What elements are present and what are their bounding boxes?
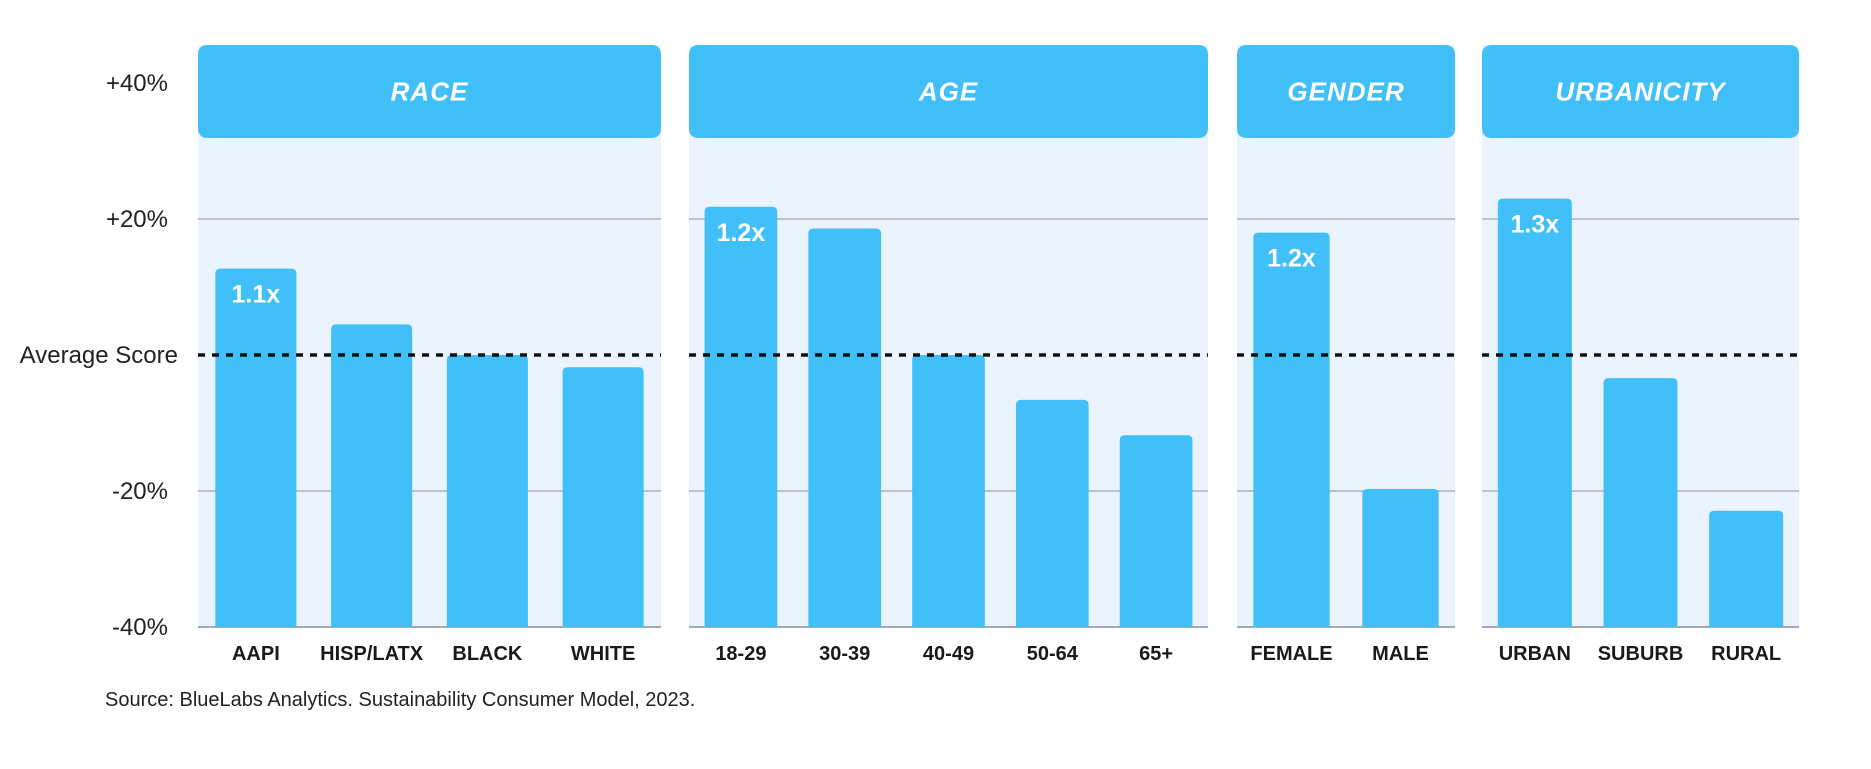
x-tick-label: URBAN xyxy=(1499,643,1571,665)
y-tick-label: -20% xyxy=(112,478,168,505)
header-corner xyxy=(198,128,208,138)
panel-headers: RACE AGE GENDER URBANICITY xyxy=(198,45,1799,138)
bar xyxy=(446,355,528,627)
bar xyxy=(1015,399,1089,627)
bar xyxy=(808,228,882,627)
bar xyxy=(215,268,297,627)
y-tick-label: +40% xyxy=(106,70,168,97)
x-tick-label: BLACK xyxy=(452,643,523,665)
header-corner xyxy=(689,128,699,138)
panel-title-gender: GENDER xyxy=(1287,77,1404,107)
y-tick-label: -40% xyxy=(112,614,168,641)
x-tick-labels: AAPI HISP/LATX BLACK WHITE 18-29 30-39 40-49 50… xyxy=(232,643,1781,665)
y-tick-label: +20% xyxy=(106,206,168,233)
bar xyxy=(1603,378,1678,627)
bar xyxy=(1253,232,1330,627)
y-tick-labels: +40% +20% Average Score -20% -40% xyxy=(20,70,178,641)
bars xyxy=(215,198,1784,627)
panel-title-urbanicity: URBANICITY xyxy=(1555,77,1727,107)
x-tick-label: 30-39 xyxy=(819,643,870,665)
header-corner xyxy=(1445,128,1455,138)
panel-title-age: AGE xyxy=(918,77,978,107)
data-label: 1.2x xyxy=(1267,245,1316,273)
panel-header-gender xyxy=(1237,45,1455,138)
data-label: 1.3x xyxy=(1510,211,1559,239)
data-label: 1.1x xyxy=(232,281,281,309)
panel-title-race: RACE xyxy=(391,77,469,107)
panel-header-urbanicity xyxy=(1482,45,1799,138)
data-label: 1.2x xyxy=(717,219,766,247)
panel-header-age xyxy=(689,45,1208,138)
header-corner xyxy=(1237,128,1247,138)
header-corner xyxy=(1482,128,1492,138)
bar xyxy=(1119,435,1193,627)
x-tick-label: 18-29 xyxy=(715,643,766,665)
data-labels: 1.1x 1.2x 1.2x 1.3x xyxy=(232,211,1560,309)
x-tick-label: 40-49 xyxy=(923,643,974,665)
x-tick-label: SUBURB xyxy=(1598,643,1684,665)
x-tick-label: RURAL xyxy=(1711,643,1781,665)
header-corner xyxy=(1198,128,1208,138)
x-tick-label: 65+ xyxy=(1139,643,1173,665)
bar xyxy=(912,355,985,627)
x-tick-label: AAPI xyxy=(232,643,280,665)
panel-header-race xyxy=(198,45,661,138)
bar xyxy=(1497,198,1572,627)
header-corner xyxy=(651,128,661,138)
bar xyxy=(1362,488,1439,627)
bar xyxy=(562,367,644,627)
bar xyxy=(1709,510,1784,627)
x-tick-label: 50-64 xyxy=(1027,643,1079,665)
x-tick-label: FEMALE xyxy=(1250,643,1332,665)
source-note: Source: BlueLabs Analytics. Sustainabili… xyxy=(105,689,695,711)
x-tick-label: HISP/LATX xyxy=(320,643,424,665)
average-score-label: Average Score xyxy=(20,342,178,369)
x-tick-label: WHITE xyxy=(571,643,635,665)
bar xyxy=(704,206,778,627)
bar xyxy=(331,324,413,627)
header-corner xyxy=(1789,128,1799,138)
x-tick-label: MALE xyxy=(1372,643,1429,665)
